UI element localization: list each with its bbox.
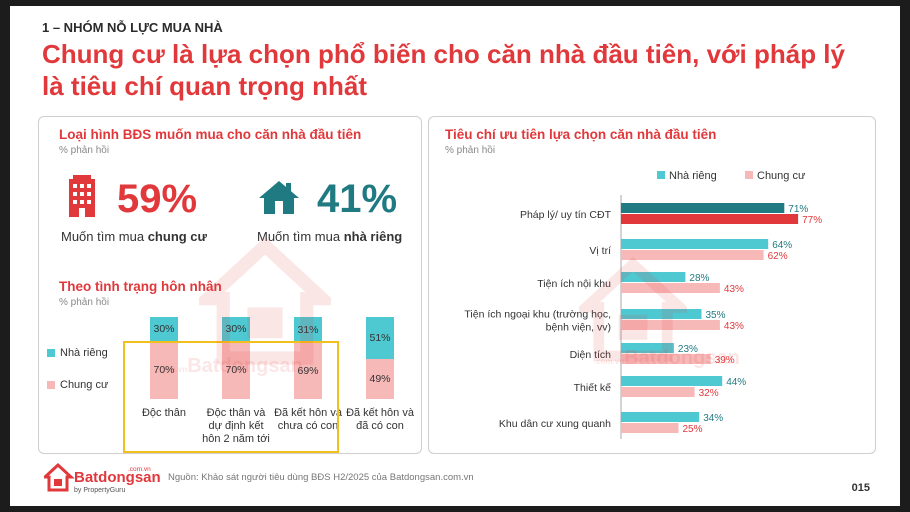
category-label: Tiện ích nội khu — [537, 278, 611, 290]
data-label: 35% — [706, 310, 726, 321]
bar-nha-rieng — [621, 239, 769, 249]
stack-segment-chung-cu: 70% — [222, 341, 250, 399]
bar-chung-cu — [621, 320, 720, 330]
source-note: Nguồn: Khảo sát người tiêu dùng BĐS H2/2… — [168, 472, 474, 483]
category-label: bệnh viện, vv) — [546, 322, 611, 334]
watermark-suffix: .com.vn — [594, 357, 625, 366]
right-panel: Tiêu chí ưu tiên lựa chọn căn nhà đầu ti… — [428, 116, 876, 454]
category-label: Độc thân — [141, 407, 187, 419]
data-label: 28% — [689, 273, 709, 284]
chung-cu-caption-bold: chung cư — [147, 229, 207, 244]
bar-chung-cu — [621, 283, 720, 293]
page-title: Chung cư là lựa chọn phổ biến cho căn nh… — [42, 39, 845, 101]
legend-label: Nhà riêng — [60, 347, 108, 359]
legend-swatch — [657, 171, 665, 179]
bar-chung-cu — [621, 387, 695, 397]
bar-chung-cu — [621, 250, 764, 260]
stack-segment-nha-rieng: 31% — [294, 317, 322, 343]
category-label: Thiết kế — [574, 382, 612, 394]
left-panel-title: Loại hình BĐS muốn mua cho căn nhà đầu t… — [59, 127, 362, 142]
bar-nha-rieng — [621, 376, 723, 386]
watermark-text: .com.vnBatdongsan — [157, 355, 303, 377]
category-label: Độc thân và dự định kết hôn 2 năm tới — [202, 407, 270, 445]
slide: 1 – NHÓM NỖ LỰC MUA NHÀ Chung cư là lựa … — [10, 6, 900, 506]
legend-swatch — [47, 349, 55, 358]
data-label: 71% — [788, 204, 808, 215]
data-label: 44% — [726, 377, 746, 388]
stack-segment-chung-cu: 69% — [294, 342, 322, 399]
criteria-chart-subtitle: % phản hồi — [445, 145, 496, 156]
data-label: 39% — [715, 355, 735, 366]
legend-swatch — [47, 381, 55, 390]
bar-chung-cu — [621, 214, 799, 224]
data-label: 25% — [683, 424, 703, 435]
chung-cu-percent: 59% — [117, 177, 198, 221]
nha-rieng-caption: Muốn tìm mua nhà riêng — [257, 229, 402, 244]
stack-segment-chung-cu: 49% — [366, 358, 394, 399]
batdongsan-logo: Batdongsan .com.vn by PropertyGuru — [44, 462, 160, 494]
stack-segment-nha-rieng: 30% — [222, 317, 250, 342]
data-label: 23% — [678, 344, 698, 355]
data-label: 43% — [724, 284, 744, 295]
section-label: 1 – NHÓM NỖ LỰC MUA NHÀ — [42, 20, 223, 35]
logo-suffix: .com.vn — [128, 466, 151, 473]
bar-nha-rieng — [621, 343, 674, 353]
category-label: Khu dân cư xung quanh — [499, 418, 611, 430]
bar-nha-rieng — [621, 309, 702, 319]
data-label: 34% — [703, 413, 723, 424]
bar-chung-cu — [621, 423, 679, 433]
legend-nha-rieng: Nhà riêng — [47, 347, 108, 359]
bar-nha-rieng — [621, 203, 785, 213]
marital-chart-title: Theo tình trạng hôn nhân — [59, 279, 222, 294]
left-panel: Loại hình BĐS muốn mua cho căn nhà đầu t… — [38, 116, 422, 454]
stack-segment-nha-rieng: 51% — [366, 317, 394, 359]
chung-cu-caption-prefix: Muốn tìm mua — [61, 229, 148, 244]
criteria-chart-title: Tiêu chí ưu tiên lựa chọn căn nhà đầu ti… — [445, 127, 717, 142]
category-label: Đã kết hôn và chưa có con — [274, 407, 342, 432]
category-label: Đã kết hôn và đã có con — [346, 407, 414, 432]
stack-segment-chung-cu: 70% — [150, 341, 178, 399]
category-label: Tiện ích ngoại khu (trường học, — [464, 309, 611, 321]
data-label: 32% — [699, 388, 719, 399]
watermark-text: .com.vnBatdongsan — [594, 347, 740, 369]
left-panel-subtitle: % phản hồi — [59, 145, 110, 156]
nha-rieng-caption-prefix: Muốn tìm mua — [257, 229, 344, 244]
legend-label: Chung cư — [757, 170, 806, 182]
chung-cu-caption: Muốn tìm mua chung cư — [61, 229, 207, 244]
legend-label: Nhà riêng — [669, 170, 717, 182]
watermark-suffix: .com.vn — [157, 365, 188, 374]
bar-chung-cu — [621, 354, 711, 364]
category-label: Pháp lý/ uy tín CĐT — [520, 209, 612, 221]
bar-nha-rieng — [621, 412, 700, 422]
criteria-bar-chart: Nhà riêng Chung cư 71%77% Pháp lý/ uy tín C… — [464, 170, 822, 439]
watermark-icon — [579, 257, 687, 362]
data-label: 64% — [772, 240, 792, 251]
category-label: Diện tích — [570, 349, 612, 361]
nha-rieng-caption-bold: nhà riêng — [343, 229, 403, 244]
highlight-box — [123, 341, 339, 453]
house-icon — [259, 181, 299, 214]
data-label: 77% — [802, 215, 822, 226]
logo-mark-icon — [44, 462, 75, 492]
category-label: Vị trí — [589, 245, 611, 257]
page-number: 015 — [851, 482, 870, 494]
logo-text: Batdongsan — [74, 469, 160, 486]
nha-rieng-percent: 41% — [317, 177, 398, 221]
watermark-icon — [199, 237, 331, 365]
logo-tagline: by PropertyGuru — [74, 487, 125, 494]
bar-nha-rieng — [621, 272, 686, 282]
data-label: 62% — [768, 251, 788, 262]
legend-chung-cu: Chung cư — [47, 379, 108, 391]
legend-label: Chung cư — [60, 379, 109, 391]
legend-swatch — [745, 171, 753, 179]
stack-segment-nha-rieng: 30% — [150, 317, 178, 342]
building-icon — [69, 175, 95, 217]
marital-chart-subtitle: % phản hồi — [59, 297, 110, 308]
data-label: 43% — [724, 321, 744, 332]
